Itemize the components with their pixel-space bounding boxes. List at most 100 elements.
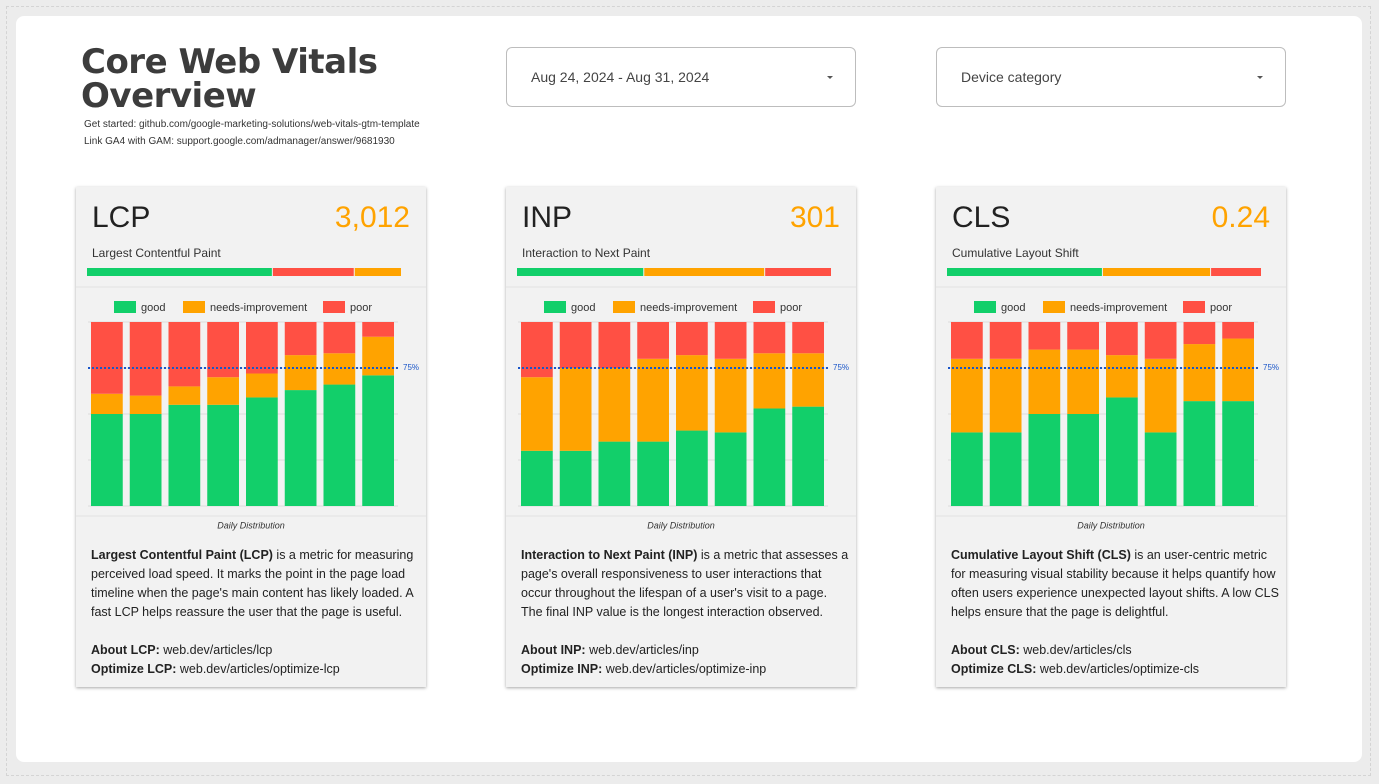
header-link[interactable]: Link GA4 with GAM: support.google.com/ad… <box>84 136 395 147</box>
bar-segment <box>362 322 394 337</box>
legend-label: good <box>571 302 595 314</box>
bar-segment <box>1222 401 1254 506</box>
description-lead: Interaction to Next Paint (INP) <box>521 548 698 562</box>
bar-segment <box>521 377 553 451</box>
bar-segment <box>753 353 786 409</box>
link-list: About LCP: web.dev/articles/lcp Optimize … <box>91 641 421 679</box>
bar-segment <box>598 441 631 506</box>
caret <box>827 76 833 79</box>
link-label: Optimize CLS: <box>951 662 1037 676</box>
bar-segment <box>1028 349 1061 414</box>
bar-segment <box>284 322 317 356</box>
metric-value: 0.24 <box>1212 201 1270 234</box>
metric-name: LCP <box>92 201 150 234</box>
link-url[interactable]: web.dev/articles/lcp <box>163 643 273 657</box>
legend-label: poor <box>1210 302 1232 314</box>
description-text: is a metric for measuring perceived load… <box>91 548 414 619</box>
bar-segment <box>598 322 631 368</box>
link-label: Optimize INP: <box>521 662 603 676</box>
summary-segment <box>947 268 1102 276</box>
link-label: About CLS: <box>951 643 1020 657</box>
bar-segment <box>521 450 553 506</box>
legend-label: good <box>141 302 165 314</box>
chart-caption: Daily Distribution <box>217 520 285 530</box>
metric-subtitle: Largest Contentful Paint <box>92 246 221 260</box>
header-link[interactable]: Get started: github.com/google-marketing… <box>84 119 420 130</box>
bar-segment <box>1144 358 1177 433</box>
bar-segment <box>951 358 983 433</box>
bar-segment <box>362 375 394 506</box>
legend-label: good <box>1001 302 1025 314</box>
bar-segment <box>792 353 824 407</box>
bar-segment <box>1106 355 1138 398</box>
link-row: Optimize INP: web.dev/articles/optimize-… <box>521 660 851 679</box>
link-label: Optimize LCP: <box>91 662 177 676</box>
bar-segment <box>284 355 317 391</box>
bar-segment <box>284 390 317 506</box>
bar-segment <box>753 322 786 354</box>
link-url[interactable]: web.dev/articles/inp <box>589 643 699 657</box>
link-url[interactable]: web.dev/articles/optimize-cls <box>1039 662 1199 676</box>
summary-segment <box>354 268 401 276</box>
bar-segment <box>1183 344 1216 402</box>
date-range-filter[interactable]: Aug 24, 2024 - Aug 31, 2024 <box>506 47 856 107</box>
legend-swatch <box>1183 301 1205 313</box>
legend-swatch <box>974 301 996 313</box>
chart-caption: Daily Distribution <box>1077 520 1145 530</box>
summary-segment <box>1211 268 1261 276</box>
bar-segment <box>1106 397 1138 506</box>
bar-segment <box>168 404 201 506</box>
link-url[interactable]: web.dev/articles/cls <box>1023 643 1132 657</box>
card-graphics: INP 301 Interaction to Next Paint good needs… <box>506 201 856 530</box>
bar-segment <box>207 404 239 506</box>
bar-segment <box>1067 414 1099 506</box>
summary-segment <box>517 268 644 276</box>
bar-segment <box>1222 338 1254 402</box>
bar-segment <box>1028 414 1061 506</box>
bar-segment <box>129 414 162 506</box>
threshold-label: 75% <box>403 363 419 372</box>
bar-segment <box>951 322 983 359</box>
link-url[interactable]: web.dev/articles/optimize-lcp <box>179 662 340 676</box>
bar-segment <box>1183 401 1216 506</box>
link-label: About INP: <box>521 643 586 657</box>
bar-segment <box>792 406 824 506</box>
legend-label: needs-improvement <box>1070 302 1167 314</box>
bar-segment <box>207 377 239 405</box>
bar-segment <box>1106 322 1138 356</box>
description: Interaction to Next Paint (INP) is a met… <box>521 546 851 622</box>
threshold-label: 75% <box>1263 363 1279 372</box>
legend-label: needs-improvement <box>210 302 307 314</box>
bar-segment <box>637 322 669 359</box>
link-url[interactable]: web.dev/articles/optimize-inp <box>605 662 767 676</box>
bar-segment <box>323 384 356 506</box>
description-lead: Largest Contentful Paint (LCP) <box>91 548 273 562</box>
legend-swatch <box>613 301 635 313</box>
device-filter[interactable]: Device category <box>936 47 1286 107</box>
summary-segment <box>87 268 272 276</box>
description-lead: Cumulative Layout Shift (CLS) <box>951 548 1131 562</box>
link-list: About CLS: web.dev/articles/cls Optimize … <box>951 641 1281 679</box>
metric-name: CLS <box>952 201 1010 234</box>
card-graphics: CLS 0.24 Cumulative Layout Shift good needs-… <box>936 201 1286 530</box>
bar-segment <box>1222 322 1254 339</box>
bar-segment <box>559 322 592 368</box>
bar-segment <box>323 322 356 354</box>
link-label: About LCP: <box>91 643 160 657</box>
description-text: is a metric that assesses a page's overa… <box>521 548 849 619</box>
summary-segment <box>272 268 354 276</box>
bar-segment <box>91 393 123 414</box>
bar-segment <box>1028 322 1061 350</box>
legend-label: needs-improvement <box>640 302 737 314</box>
bar-segment <box>129 322 162 396</box>
bar-segment <box>676 355 708 431</box>
bar-segment <box>246 397 278 506</box>
bar-segment <box>714 322 747 359</box>
link-list: About INP: web.dev/articles/inp Optimize … <box>521 641 851 679</box>
bar-segment <box>91 414 123 506</box>
legend-swatch <box>323 301 345 313</box>
bar-segment <box>129 395 162 414</box>
metric-subtitle: Interaction to Next Paint <box>522 246 651 260</box>
link-row: Optimize CLS: web.dev/articles/optimize-… <box>951 660 1281 679</box>
bar-segment <box>753 408 786 506</box>
